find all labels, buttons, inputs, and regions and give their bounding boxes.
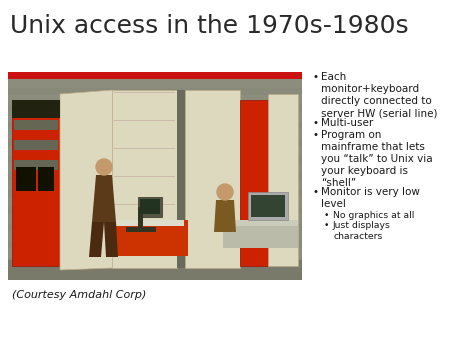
Bar xyxy=(138,197,162,217)
Bar xyxy=(126,227,156,232)
Polygon shape xyxy=(104,222,118,257)
Bar xyxy=(114,148,175,149)
Bar xyxy=(8,180,302,190)
Text: •: • xyxy=(312,187,318,197)
Bar xyxy=(223,220,298,226)
Bar xyxy=(8,248,302,258)
Bar xyxy=(8,260,302,280)
Polygon shape xyxy=(89,222,104,257)
Bar xyxy=(8,231,302,241)
Bar xyxy=(8,95,302,105)
Bar xyxy=(223,226,298,248)
Bar xyxy=(14,160,58,170)
Bar xyxy=(8,163,302,173)
Bar xyxy=(114,176,175,177)
Polygon shape xyxy=(92,175,116,222)
Bar xyxy=(8,72,302,280)
Bar xyxy=(114,232,175,233)
Bar xyxy=(16,167,36,191)
Bar xyxy=(14,140,58,150)
Bar xyxy=(138,207,143,227)
Bar xyxy=(38,167,54,191)
Bar xyxy=(240,100,268,266)
Bar xyxy=(268,94,298,266)
Text: •: • xyxy=(324,221,329,230)
Bar xyxy=(112,90,177,268)
Bar xyxy=(8,72,302,79)
Text: Each
monitor+keyboard
directly connected to
server HW (serial line): Each monitor+keyboard directly connected… xyxy=(321,72,437,118)
Text: •: • xyxy=(312,72,318,82)
Bar xyxy=(114,92,175,93)
Circle shape xyxy=(217,184,233,200)
Text: Unix access in the 1970s-1980s: Unix access in the 1970s-1980s xyxy=(10,14,409,38)
Bar xyxy=(12,100,60,266)
Text: Monitor is very low
level: Monitor is very low level xyxy=(321,187,420,209)
Bar xyxy=(8,146,302,156)
Bar xyxy=(108,228,188,256)
Bar xyxy=(177,90,185,268)
Polygon shape xyxy=(214,200,236,232)
Bar xyxy=(185,90,240,268)
Polygon shape xyxy=(60,90,113,270)
Bar xyxy=(140,199,160,214)
Bar xyxy=(8,129,302,139)
Text: (Courtesy Amdahl Corp): (Courtesy Amdahl Corp) xyxy=(12,290,146,300)
Bar xyxy=(248,192,288,220)
Text: •: • xyxy=(312,130,318,140)
Text: Just displays
characters: Just displays characters xyxy=(333,221,391,241)
Bar xyxy=(108,220,188,228)
Bar xyxy=(251,195,285,217)
Bar xyxy=(8,273,302,280)
Text: Program on
mainframe that lets
you “talk” to Unix via
your keyboard is
“shell”: Program on mainframe that lets you “talk… xyxy=(321,130,432,188)
Bar xyxy=(12,100,60,118)
Text: No graphics at all: No graphics at all xyxy=(333,211,414,219)
Circle shape xyxy=(96,159,112,175)
Bar xyxy=(114,204,175,205)
Bar xyxy=(112,220,184,226)
Text: Multi-user: Multi-user xyxy=(321,118,373,127)
Bar xyxy=(114,120,175,121)
Text: •: • xyxy=(324,211,329,219)
Bar xyxy=(8,197,302,207)
Bar xyxy=(8,265,302,275)
Bar xyxy=(14,120,58,130)
Bar xyxy=(8,112,302,122)
Text: •: • xyxy=(312,118,318,127)
Bar xyxy=(8,78,302,88)
Bar xyxy=(8,214,302,224)
